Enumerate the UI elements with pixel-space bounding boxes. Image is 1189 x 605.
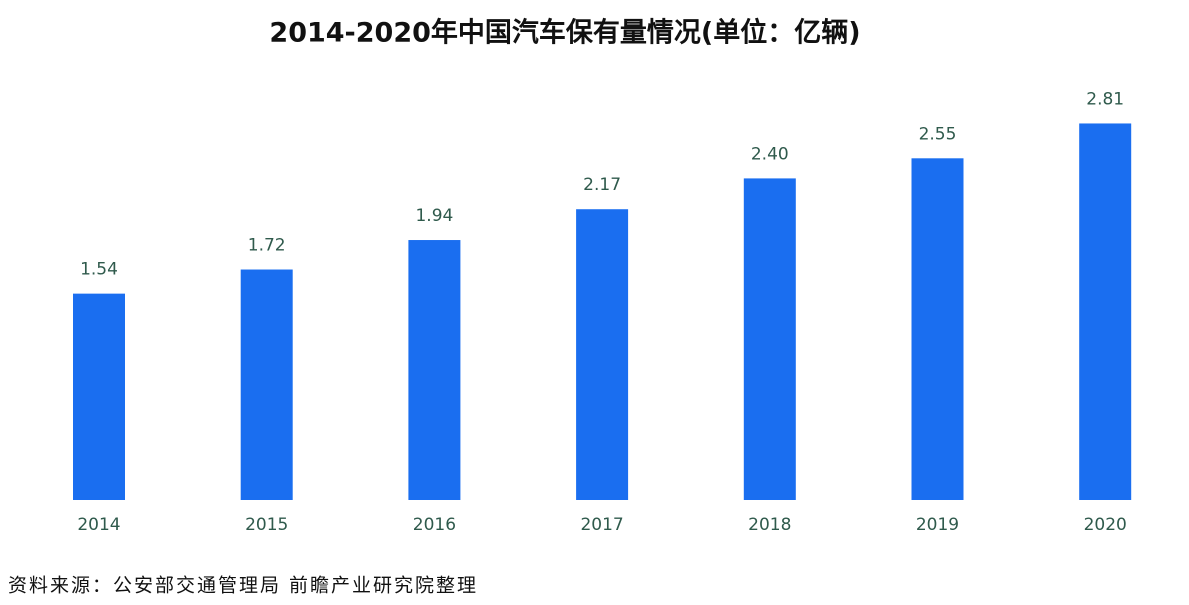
source-note: 资料来源：公安部交通管理局 前瞻产业研究院整理 [8,575,478,597]
value-label: 1.94 [415,206,453,226]
x-tick-label: 2014 [77,515,120,535]
x-tick-label: 2020 [1084,515,1127,535]
bar [911,158,964,501]
value-label: 2.55 [919,124,957,144]
x-tick-label: 2018 [748,515,791,535]
chart-title: 2014-2020年中国汽车保有量情况(单位：亿辆) [269,17,860,49]
value-label: 1.72 [248,236,286,256]
x-tick-label: 2017 [580,515,623,535]
bar [576,209,629,500]
x-tick-label: 2019 [916,515,959,535]
bar [1079,123,1132,501]
x-tick-label: 2016 [413,515,456,535]
bar [240,269,293,500]
value-label: 2.81 [1086,89,1124,109]
bar [743,178,796,500]
value-label: 2.40 [751,144,789,164]
value-label: 1.54 [80,260,118,280]
bar [408,240,461,501]
x-tick-label: 2015 [245,515,288,535]
value-label: 2.17 [583,175,621,195]
bar [73,293,125,500]
